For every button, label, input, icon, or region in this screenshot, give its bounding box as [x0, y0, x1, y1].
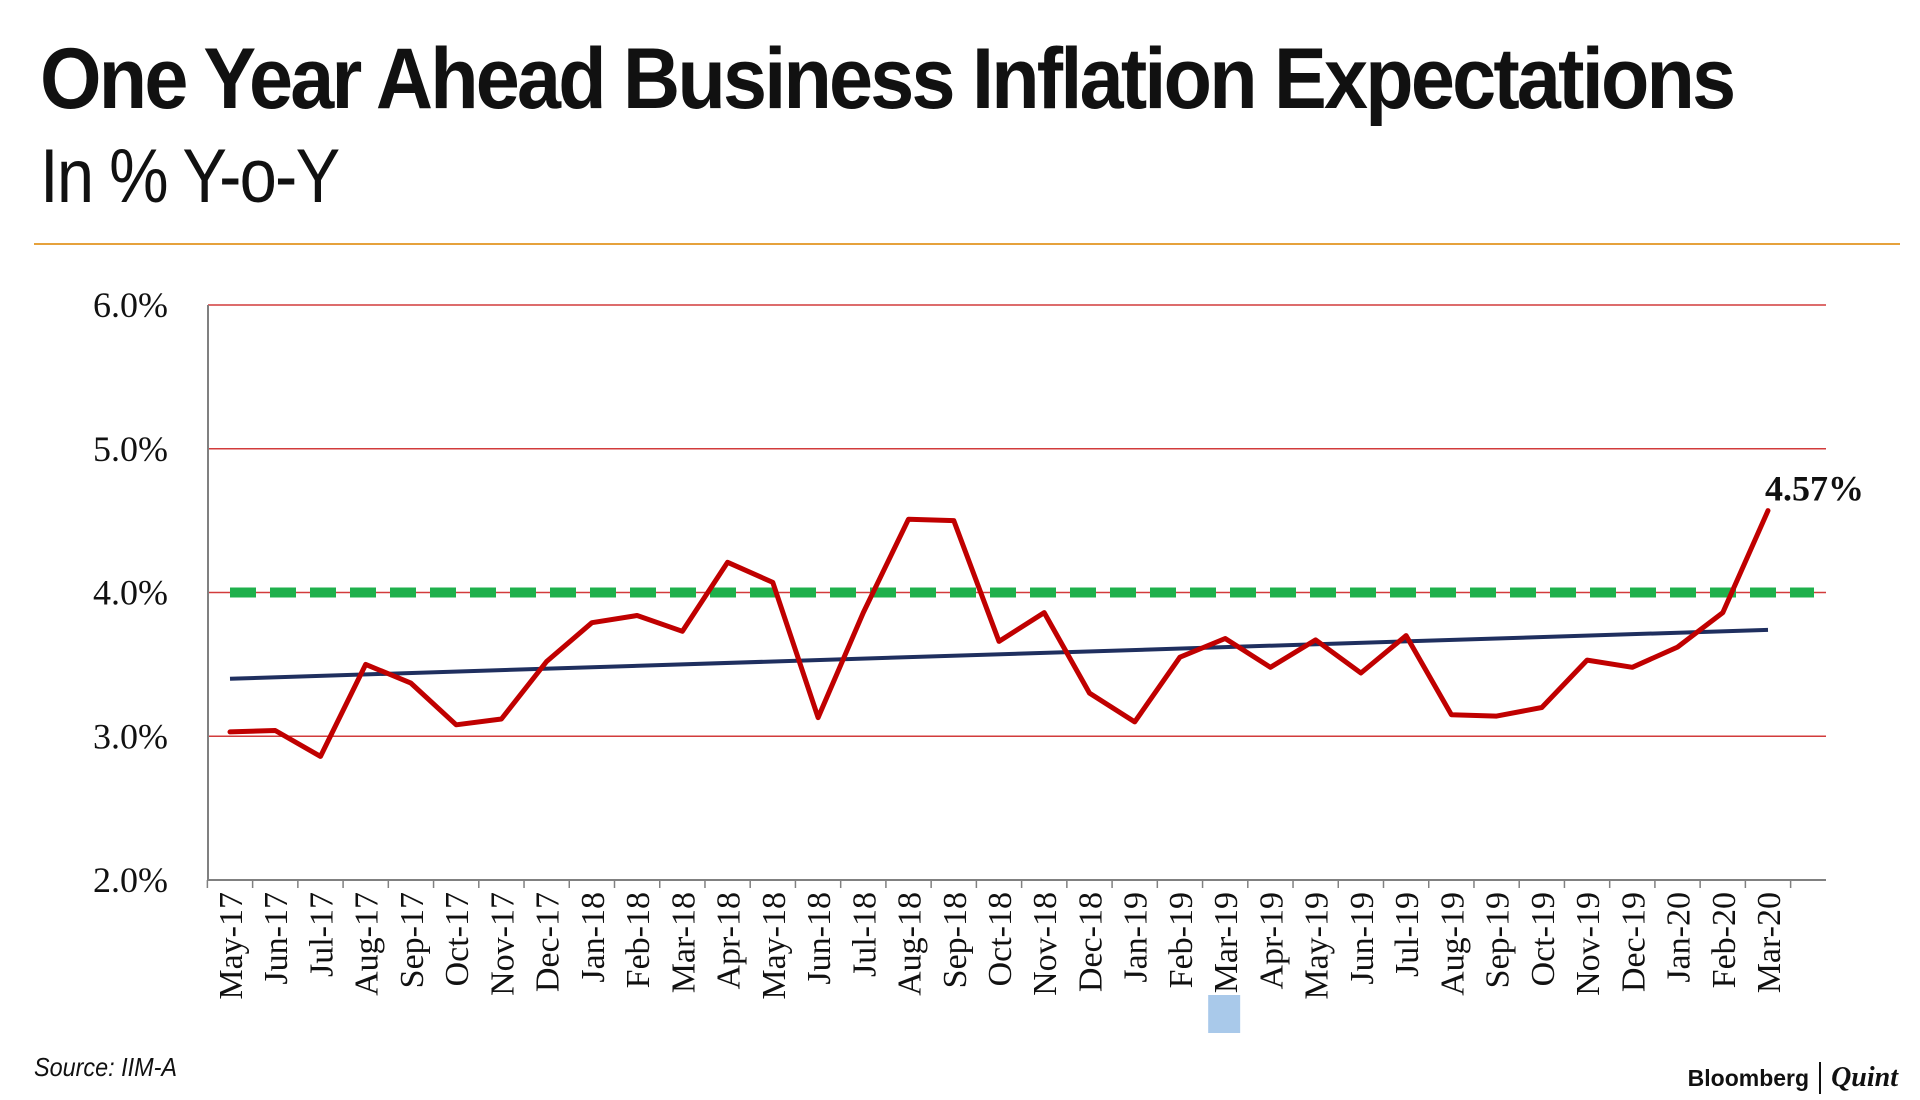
data-point	[996, 638, 1002, 644]
x-tick-label: Jun-18	[801, 892, 838, 985]
x-tick-label: Apr-18	[711, 892, 748, 990]
x-tick-label: Mar-20	[1751, 892, 1788, 993]
data-point	[589, 620, 595, 626]
data-point	[951, 518, 957, 524]
x-tick-label: Feb-20	[1706, 892, 1743, 988]
data-point	[1675, 644, 1681, 650]
y-tick-label: 3.0%	[93, 716, 168, 756]
x-tick-label: Jul-19	[1389, 892, 1426, 977]
data-point	[1313, 637, 1319, 643]
x-tick-label: Apr-19	[1253, 892, 1290, 990]
x-tick-label: Feb-19	[1163, 892, 1200, 988]
data-point	[544, 659, 550, 665]
x-tick-label: Sep-18	[937, 892, 974, 988]
brand-separator	[1819, 1062, 1822, 1094]
x-tick-label: Nov-17	[484, 892, 521, 996]
x-tick-label: Jan-18	[575, 892, 612, 983]
data-point	[1086, 690, 1092, 696]
x-tick-label: Aug-19	[1434, 892, 1471, 996]
data-point	[1629, 664, 1635, 670]
data-point	[1720, 610, 1726, 616]
data-point	[679, 628, 685, 634]
brand-logo: Bloomberg Quint	[1688, 1062, 1898, 1094]
x-tick-label: Jan-20	[1661, 892, 1698, 983]
data-label: 4.57%	[1765, 469, 1864, 509]
chart-title: One Year Ahead Business Inflation Expect…	[40, 31, 1736, 127]
series-line	[227, 508, 1771, 759]
x-tick-label: Jun-19	[1344, 892, 1381, 985]
header-divider	[34, 243, 1900, 245]
x-tick-label: Oct-18	[982, 892, 1019, 986]
data-point	[1494, 713, 1500, 719]
data-point	[1584, 657, 1590, 663]
x-tick-label: Jul-18	[846, 892, 883, 977]
y-tick-label: 5.0%	[93, 429, 168, 469]
data-point	[1267, 664, 1273, 670]
y-tick-label: 4.0%	[93, 573, 168, 613]
x-tick-label: Oct-19	[1525, 892, 1562, 986]
data-point	[1041, 610, 1047, 616]
x-tick-label: Feb-18	[620, 892, 657, 988]
data-point	[1358, 670, 1364, 676]
data-point	[498, 716, 504, 722]
label-highlight	[1208, 995, 1241, 1033]
data-point	[317, 753, 323, 759]
data-point	[363, 661, 369, 667]
x-tick-label: May-18	[756, 892, 793, 1000]
data-point	[634, 613, 640, 619]
data-point	[1403, 633, 1409, 639]
x-tick-label: Dec-18	[1072, 892, 1109, 992]
data-point	[408, 680, 414, 686]
data-point	[725, 559, 731, 565]
brand-name-quint: Quint	[1831, 1062, 1898, 1093]
x-tick-label: Sep-17	[394, 892, 431, 988]
trend-line	[229, 627, 1769, 681]
x-tick-label: Mar-18	[665, 892, 702, 993]
data-point	[770, 579, 776, 585]
data-point	[1132, 719, 1138, 725]
x-tick-label: Mar-19	[1208, 892, 1245, 993]
data-point	[1448, 712, 1454, 718]
x-tick-label: Jul-17	[303, 892, 340, 977]
data-point	[860, 610, 866, 616]
x-tick-label: Aug-18	[892, 892, 929, 996]
x-tick-label: Nov-18	[1027, 892, 1064, 996]
data-point	[1177, 654, 1183, 660]
chart-subtitle: In % Y-o-Y	[40, 134, 340, 219]
x-tick-label: Nov-19	[1570, 892, 1607, 996]
data-point	[453, 722, 459, 728]
x-tick-label: May-17	[213, 892, 250, 1000]
source-note: Source: IIM-A	[34, 1052, 178, 1082]
brand-name-bloomberg: Bloomberg	[1687, 1064, 1810, 1091]
x-tick-label: Dec-17	[530, 892, 567, 992]
x-tick-label: Sep-19	[1480, 892, 1517, 988]
x-tick-label: Dec-19	[1615, 892, 1652, 992]
data-point	[272, 728, 278, 734]
x-tick-label: Jan-19	[1118, 892, 1155, 983]
data-point	[1222, 636, 1228, 642]
x-tick-label: Jun-17	[258, 892, 295, 985]
data-point	[906, 516, 912, 522]
y-tick-label: 6.0%	[93, 285, 168, 325]
x-tick-label: Oct-17	[439, 892, 476, 986]
x-tick-label: May-19	[1299, 892, 1336, 1000]
data-point	[227, 729, 233, 735]
y-tick-label: 2.0%	[93, 860, 168, 900]
x-tick-label: Aug-17	[349, 892, 386, 996]
data-point	[1539, 705, 1545, 711]
data-point	[815, 715, 821, 721]
